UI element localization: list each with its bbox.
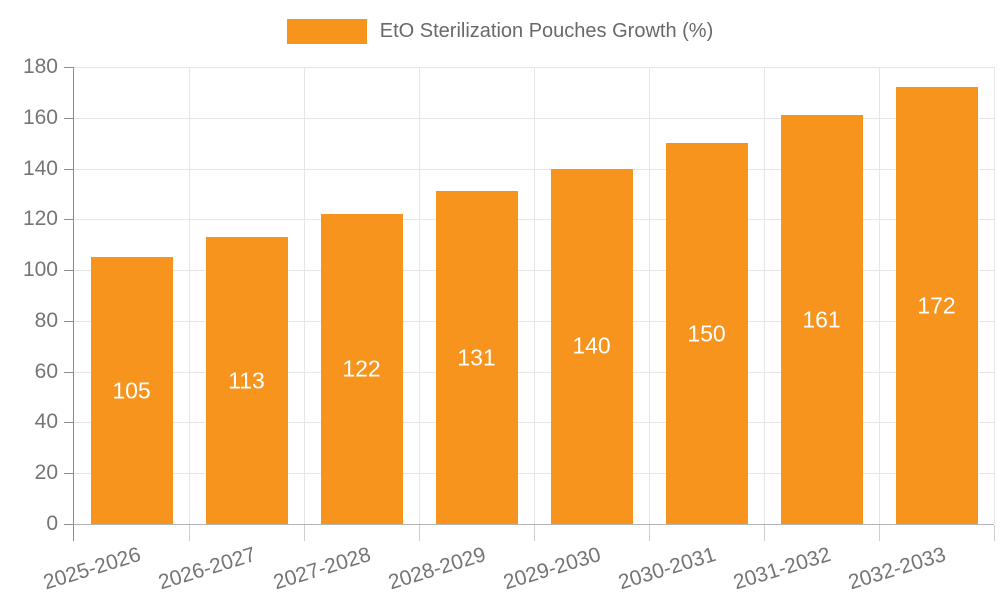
- y-axis-tick: [64, 320, 73, 322]
- y-axis-label: 100: [22, 258, 58, 282]
- gridline-v: [304, 67, 305, 524]
- y-axis-label: 80: [34, 308, 58, 332]
- legend-swatch-icon: [286, 18, 367, 44]
- plot-area: 105 113 122 131 140 150 161 172: [64, 67, 995, 541]
- x-axis-tick: [879, 525, 880, 541]
- y-axis-tick: [64, 473, 73, 475]
- gridline-v: [764, 67, 765, 524]
- y-axis-tick: [64, 219, 73, 221]
- bar-2028-2029[interactable]: 131: [435, 191, 518, 524]
- y-axis-label: 60: [34, 359, 58, 383]
- bar-2026-2027[interactable]: 113: [205, 237, 288, 524]
- x-axis-tick: [994, 525, 995, 541]
- x-axis-tick: [304, 525, 305, 541]
- bar-value-label: 122: [342, 355, 381, 382]
- bar-2027-2028[interactable]: 122: [320, 214, 403, 524]
- bar-2025-2026[interactable]: 105: [90, 257, 173, 524]
- bar-2029-2030[interactable]: 140: [550, 168, 633, 524]
- gridline-v: [994, 67, 995, 524]
- gridline-v: [419, 67, 420, 524]
- y-axis-label: 120: [22, 207, 58, 231]
- bar-2031-2032[interactable]: 161: [780, 115, 863, 524]
- y-axis-tick: [64, 422, 73, 424]
- y-axis-line-extension: [73, 525, 74, 541]
- legend[interactable]: EtO Sterilization Pouches Growth (%): [0, 16, 1000, 46]
- bar-value-label: 105: [112, 377, 151, 404]
- x-axis-tick: [649, 525, 650, 541]
- y-axis-tick: [64, 117, 73, 119]
- bar-2030-2031[interactable]: 150: [665, 143, 748, 524]
- gridline-v: [879, 67, 880, 524]
- bar-value-label: 140: [572, 332, 611, 359]
- bar-value-label: 131: [457, 344, 496, 371]
- x-axis-tick: [419, 525, 420, 541]
- bar-value-label: 161: [802, 306, 841, 333]
- x-axis-tick: [189, 525, 190, 541]
- gridline-v: [189, 67, 190, 524]
- y-axis-tick: [64, 371, 73, 373]
- x-axis-tick: [534, 525, 535, 541]
- y-axis-label: 160: [22, 105, 58, 129]
- y-axis-tick: [64, 168, 73, 170]
- bar-value-label: 172: [917, 292, 956, 319]
- bar-value-label: 113: [228, 367, 265, 394]
- bar-value-label: 150: [687, 320, 726, 347]
- x-axis-tick: [764, 525, 765, 541]
- y-axis-label: 180: [22, 55, 58, 78]
- y-axis-label: 0: [46, 512, 58, 535]
- y-axis-tick: [64, 67, 73, 68]
- y-axis-label: 140: [22, 156, 58, 180]
- y-axis-label: 20: [34, 461, 58, 485]
- y-axis-label: 40: [34, 410, 58, 434]
- y-axis-tick: [64, 270, 73, 272]
- bar-2032-2033[interactable]: 172: [895, 87, 978, 524]
- x-axis-label: 2032-2033: [845, 542, 949, 595]
- x-axis-label-anchor: 2032-2033: [642, 542, 949, 594]
- gridline-v: [534, 67, 535, 524]
- y-axis-tick: [64, 524, 73, 525]
- gridline-v: [649, 67, 650, 524]
- legend-label: EtO Sterilization Pouches Growth (%): [379, 19, 714, 42]
